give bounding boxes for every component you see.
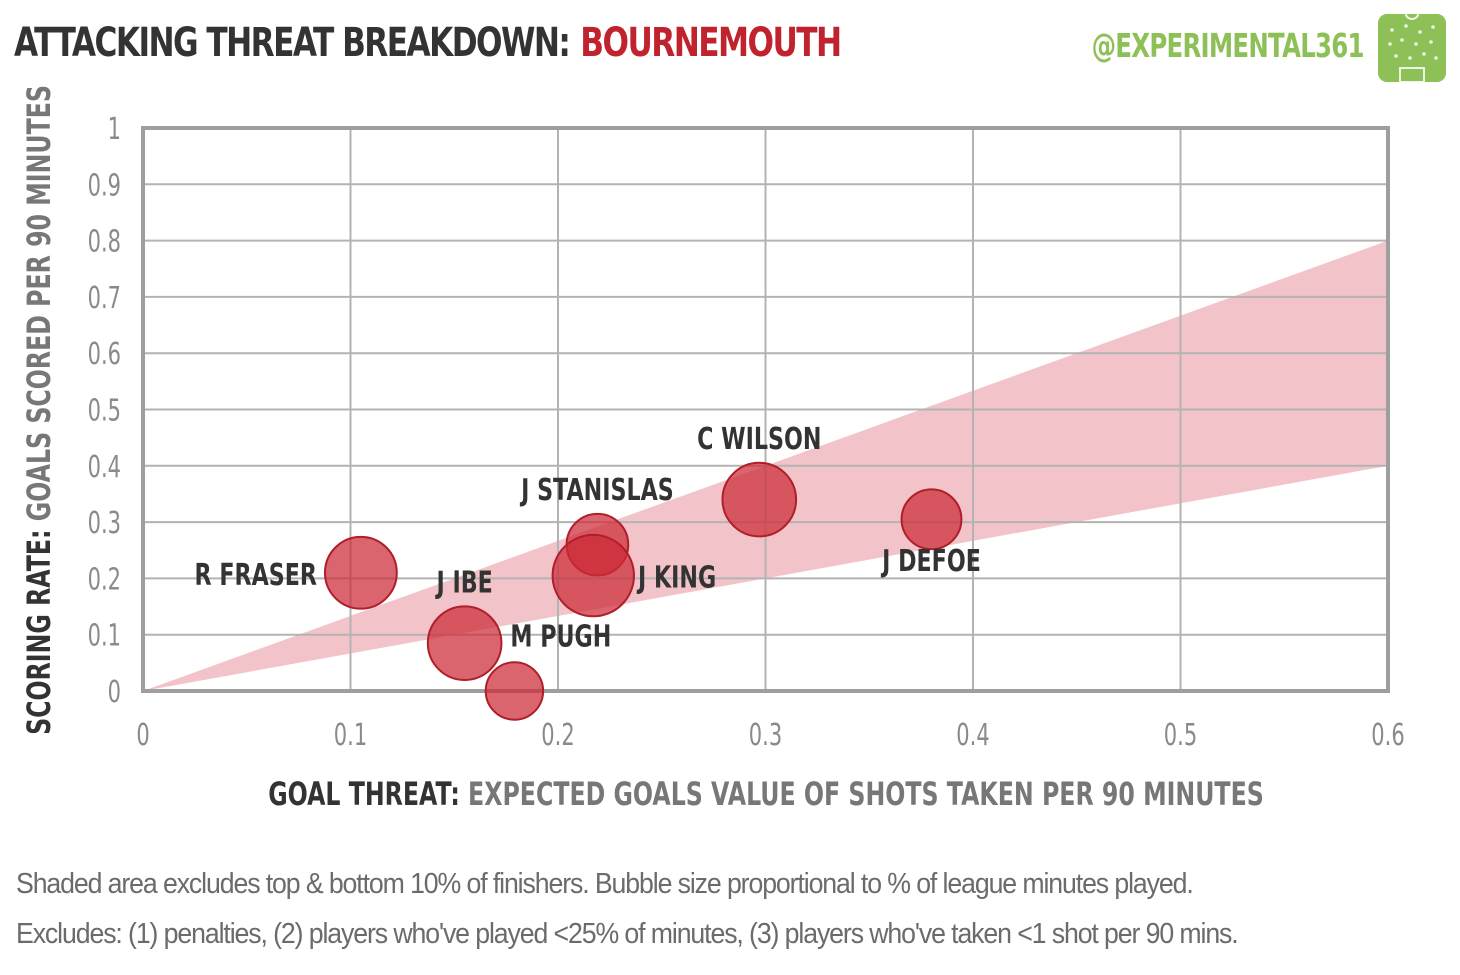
y-tick-label: 0.4 <box>88 450 121 485</box>
player-label: R FRASER <box>195 559 317 593</box>
y-axis-title: SCORING RATE: GOALS SCORED PER 90 MINUTE… <box>20 85 58 735</box>
y-tick-label: 0.3 <box>88 506 121 541</box>
player-label: J DEFOE <box>880 545 980 579</box>
twitter-handle[interactable]: @EXPERIMENTAL361 <box>1091 26 1365 65</box>
title-team: BOURNEMOUTH <box>580 20 842 66</box>
y-tick-label: 0.1 <box>88 619 121 654</box>
x-tick-label: 0.5 <box>1164 718 1197 753</box>
chart-title: ATTACKING THREAT BREAKDOWN: BOURNEMOUTH <box>14 20 842 66</box>
x-tick-label: 0.4 <box>956 718 989 753</box>
y-tick-label: 0.8 <box>88 225 121 260</box>
player-bubble <box>323 535 398 610</box>
y-tick-label: 1 <box>108 112 121 147</box>
footnote-1: Shaded area excludes top & bottom 10% of… <box>16 868 1194 900</box>
plot-frame <box>141 126 1390 693</box>
player-bubble <box>551 533 635 618</box>
pitch-icon <box>1378 14 1446 82</box>
player-label: J KING <box>636 561 716 595</box>
player-bubble <box>721 461 798 538</box>
y-tick-label: 0.9 <box>88 169 121 204</box>
player-label: J STANISLAS <box>519 474 673 508</box>
x-tick-label: 0.3 <box>749 718 782 753</box>
footnote-2: Excludes: (1) penalties, (2) players who… <box>16 918 1239 950</box>
y-tick-label: 0 <box>108 675 121 710</box>
player-label: M PUGH <box>510 620 611 654</box>
x-tick-label: 0.2 <box>541 718 574 753</box>
title-prefix: ATTACKING THREAT BREAKDOWN: <box>14 20 571 66</box>
x-tick-label: 0.6 <box>1371 718 1404 753</box>
x-axis-title: GOAL THREAT: EXPECTED GOALS VALUE OF SHO… <box>268 775 1264 813</box>
bubble-chart: 0 0.1 0.2 0.3 0.4 0.5 0.6 0 0.1 0.2 0.3 0.4 0.5 0.6 0.… <box>20 85 1404 813</box>
player-bubble <box>426 605 503 681</box>
x-tick-label: 0.1 <box>334 718 367 753</box>
y-tick-label: 0.6 <box>88 338 121 373</box>
x-tick-label: 0 <box>136 718 149 753</box>
player-bubble <box>484 661 545 721</box>
player-bubble <box>900 488 963 551</box>
y-tick-label: 0.7 <box>88 281 121 316</box>
player-label: C WILSON <box>697 423 821 457</box>
player-label: J IBE <box>435 566 493 600</box>
y-tick-label: 0.5 <box>88 394 121 429</box>
y-tick-label: 0.2 <box>88 563 121 598</box>
